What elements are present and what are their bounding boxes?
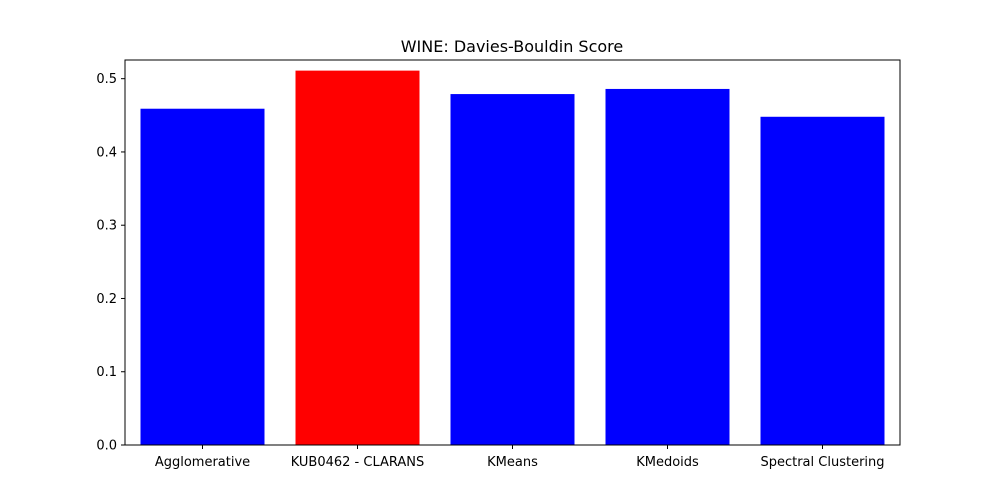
- x-tick-label-4: Spectral Clustering: [760, 455, 884, 470]
- y-tick-label-1: 0.1: [96, 365, 117, 380]
- x-axis: Agglomerative KUB0462 - CLARANS KMeans KMed…: [155, 445, 885, 470]
- y-tick-label-3: 0.3: [96, 219, 117, 234]
- y-axis: 0.0 0.1 0.2 0.3 0.4 0.5: [96, 72, 125, 454]
- bar-3: [605, 88, 730, 445]
- bars-group: [140, 70, 885, 446]
- y-tick-label-0: 0.0: [96, 439, 117, 454]
- x-tick-label-0: Agglomerative: [155, 455, 250, 470]
- bar-0: [140, 108, 265, 445]
- y-tick-label-2: 0.2: [96, 292, 117, 307]
- x-tick-label-1: KUB0462 - CLARANS: [291, 455, 425, 470]
- bar-4: [760, 116, 885, 445]
- x-tick-label-2: KMeans: [487, 455, 538, 470]
- x-tick-label-3: KMedoids: [636, 455, 699, 470]
- y-tick-label-4: 0.4: [96, 145, 117, 160]
- y-tick-label-5: 0.5: [96, 72, 117, 87]
- chart-title: WINE: Davies-Bouldin Score: [401, 37, 624, 56]
- bar-2: [450, 94, 575, 445]
- bar-1: [295, 70, 420, 446]
